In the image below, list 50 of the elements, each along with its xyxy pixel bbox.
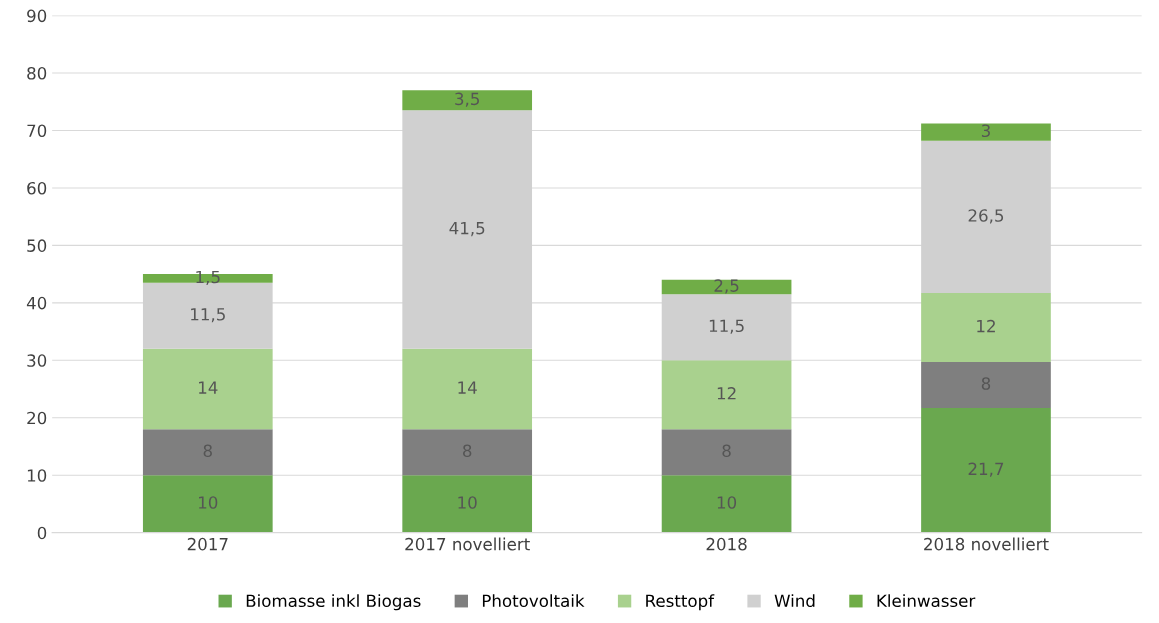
- bar: [921, 407, 1051, 533]
- data-label: 1,5: [196, 270, 220, 285]
- data-label: 10: [199, 496, 218, 509]
- data-label: 26,5: [968, 209, 1004, 224]
- bar: [142, 429, 273, 476]
- bar: [402, 348, 533, 430]
- y-tick-label: 40: [26, 296, 47, 310]
- data-label: 12: [977, 319, 995, 333]
- y-tick-label: 90: [27, 9, 47, 23]
- bar: [661, 475, 792, 533]
- legend-label: Photovoltaik: [482, 594, 585, 608]
- bar: [921, 123, 1051, 141]
- x-tick-label: 2017: [187, 537, 228, 551]
- data-label: 2,5: [714, 279, 739, 294]
- y-tick-label: 0: [37, 526, 47, 540]
- bar: [921, 362, 1051, 408]
- x-tick-label: 2018 novelliert: [924, 537, 1049, 551]
- bar: [402, 475, 533, 533]
- data-label: 14: [199, 381, 218, 394]
- y-tick-label: 50: [27, 239, 47, 252]
- y-tick-label: 70: [27, 124, 47, 138]
- data-label: 21,7: [968, 462, 1004, 477]
- bar: [661, 360, 792, 430]
- legend-label: Wind: [774, 594, 815, 608]
- bar: [661, 279, 792, 295]
- bar: [921, 293, 1051, 363]
- legend-label: Biomasse inkl Biogas: [246, 594, 421, 611]
- bar: [142, 475, 273, 533]
- legend-label: Resttopf: [646, 594, 715, 611]
- data-label: 10: [717, 496, 737, 509]
- bar: [661, 429, 792, 476]
- data-label: 12: [717, 387, 736, 400]
- bar: [402, 90, 533, 111]
- y-tick-label: 60: [27, 181, 47, 195]
- data-label: 10: [458, 496, 477, 509]
- x-tick-label: 2018: [706, 537, 747, 551]
- bar: [402, 429, 533, 476]
- y-tick-label: 80: [27, 66, 47, 80]
- y-tick-label: 30: [27, 354, 47, 367]
- x-tick-label: 2017 novelliert: [405, 537, 530, 551]
- data-label: 3,5: [455, 92, 479, 107]
- legend-label: Kleinwasser: [877, 594, 976, 608]
- bar: [142, 348, 273, 430]
- data-label: 41,5: [449, 222, 485, 237]
- y-tick-label: 20: [27, 411, 47, 425]
- y-tick-label: 10: [27, 469, 47, 482]
- data-label: 11,5: [709, 319, 744, 334]
- data-label: 11,5: [191, 308, 225, 323]
- data-label: 14: [458, 381, 477, 394]
- data-label: 3: [981, 124, 990, 138]
